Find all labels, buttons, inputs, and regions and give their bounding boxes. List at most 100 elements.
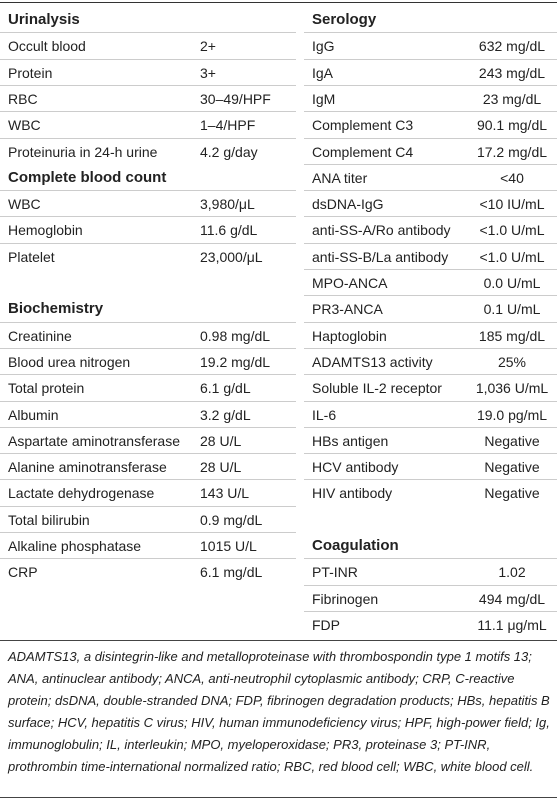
row-value: <40 [500, 169, 524, 186]
row-divider [0, 137, 296, 139]
row-divider [0, 347, 296, 349]
row-divider [0, 242, 296, 244]
row-label: IgA [312, 64, 334, 81]
row-value: 90.1 mg/dL [476, 117, 548, 134]
row-divider [0, 505, 296, 507]
row-divider [0, 190, 296, 192]
row-value: 6.1 mg/dL [200, 564, 263, 581]
row-divider [0, 216, 296, 218]
row-divider [304, 58, 557, 60]
row-value: 243 mg/dL [478, 64, 546, 81]
row-divider [304, 374, 557, 376]
row-label: Platelet [8, 248, 55, 265]
row-value: 6.1 g/dL [200, 380, 251, 397]
row-value: 632 mg/dL [478, 38, 546, 55]
row-value: Negative [484, 459, 540, 476]
top-rule [0, 2, 557, 3]
row-divider [304, 321, 557, 323]
row-value: 3,980/μL [200, 196, 255, 213]
row-divider [0, 453, 296, 455]
row-label: Complement C3 [312, 117, 414, 134]
row-label: WBC [8, 196, 41, 213]
row-value: Negative [484, 485, 540, 502]
row-divider [304, 32, 557, 34]
row-label: HCV antibody [312, 459, 399, 476]
row-value: 3+ [200, 64, 216, 81]
row-divider [304, 426, 557, 428]
row-divider [304, 479, 557, 481]
section-title: Biochemistry [8, 300, 104, 318]
row-divider [304, 400, 557, 402]
row-label: RBC [8, 90, 38, 107]
row-label: anti-SS-A/Ro antibody [312, 222, 451, 239]
row-label: Albumin [8, 406, 59, 423]
row-value: <1.0 U/mL [479, 222, 545, 239]
row-divider [0, 321, 296, 323]
row-label: Protein [8, 64, 53, 81]
row-divider [0, 84, 296, 86]
row-divider [0, 374, 296, 376]
row-label: IgM [312, 90, 336, 107]
row-value: 11.6 g/dL [200, 222, 258, 239]
row-label: ADAMTS13 activity [312, 353, 433, 370]
row-divider [0, 558, 296, 560]
row-value: 1015 U/L [200, 538, 257, 554]
row-divider [0, 426, 296, 428]
row-label: Hemoglobin [8, 222, 83, 239]
row-divider [304, 190, 557, 192]
row-value: 28 U/L [200, 432, 242, 449]
row-label: HIV antibody [312, 485, 393, 502]
section-title: Serology [312, 11, 377, 28]
row-divider [304, 584, 557, 586]
row-value: 2+ [200, 38, 216, 55]
row-value: 23 mg/dL [482, 90, 542, 107]
row-label: Alkaline phosphatase [8, 538, 142, 554]
row-value: <1.0 U/mL [479, 248, 545, 265]
row-value: 1–4/HPF [200, 117, 256, 134]
row-value: <10 IU/mL [479, 196, 545, 213]
row-value: 19.2 mg/dL [200, 353, 271, 370]
row-divider [304, 84, 557, 86]
row-label: Alanine aminotransferase [8, 459, 167, 476]
row-divider [304, 163, 557, 165]
row-divider [0, 532, 296, 533]
row-divider [304, 610, 557, 612]
section-title: Coagulation [312, 537, 399, 554]
row-label: ANA titer [312, 169, 368, 186]
row-divider [304, 111, 557, 113]
row-label: Total bilirubin [8, 511, 90, 528]
row-label: PT-INR [312, 564, 358, 581]
row-divider [0, 400, 296, 402]
row-label: Complement C4 [312, 143, 414, 160]
table-bottom-rule [0, 640, 557, 641]
row-divider [304, 216, 557, 218]
row-value: 185 mg/dL [478, 327, 546, 344]
row-label: CRP [8, 564, 38, 581]
row-divider [304, 269, 557, 270]
row-divider [0, 479, 296, 481]
row-label: FDP [312, 616, 340, 633]
footnote: ADAMTS13, a disintegrin-like and metallo… [8, 649, 550, 774]
row-label: PR3-ANCA [312, 301, 383, 318]
row-divider [304, 453, 557, 455]
row-value: 494 mg/dL [478, 590, 546, 607]
row-value: 25% [497, 353, 527, 370]
row-value: 1,036 U/mL [475, 380, 549, 397]
row-label: Blood urea nitrogen [8, 353, 131, 370]
section-title: Urinalysis [8, 11, 80, 28]
row-value: 11.1 μg/mL [477, 616, 547, 633]
row-label: Soluble IL-2 receptor [312, 380, 442, 397]
row-value: 0.9 mg/dL [200, 511, 263, 528]
row-value: 0.98 mg/dL [200, 327, 271, 344]
row-label: Proteinuria in 24-h urine [8, 143, 158, 160]
row-value: 3.2 g/dL [200, 406, 251, 423]
row-divider [0, 58, 296, 60]
row-label: HBs antigen [312, 432, 389, 449]
row-label: Total protein [8, 380, 85, 397]
row-value: 1.02 [498, 564, 526, 581]
row-value: 17.2 mg/dL [476, 143, 548, 160]
row-label: Occult blood [8, 38, 86, 55]
bottom-rule [0, 797, 557, 798]
row-label: MPO-ANCA [312, 275, 388, 291]
